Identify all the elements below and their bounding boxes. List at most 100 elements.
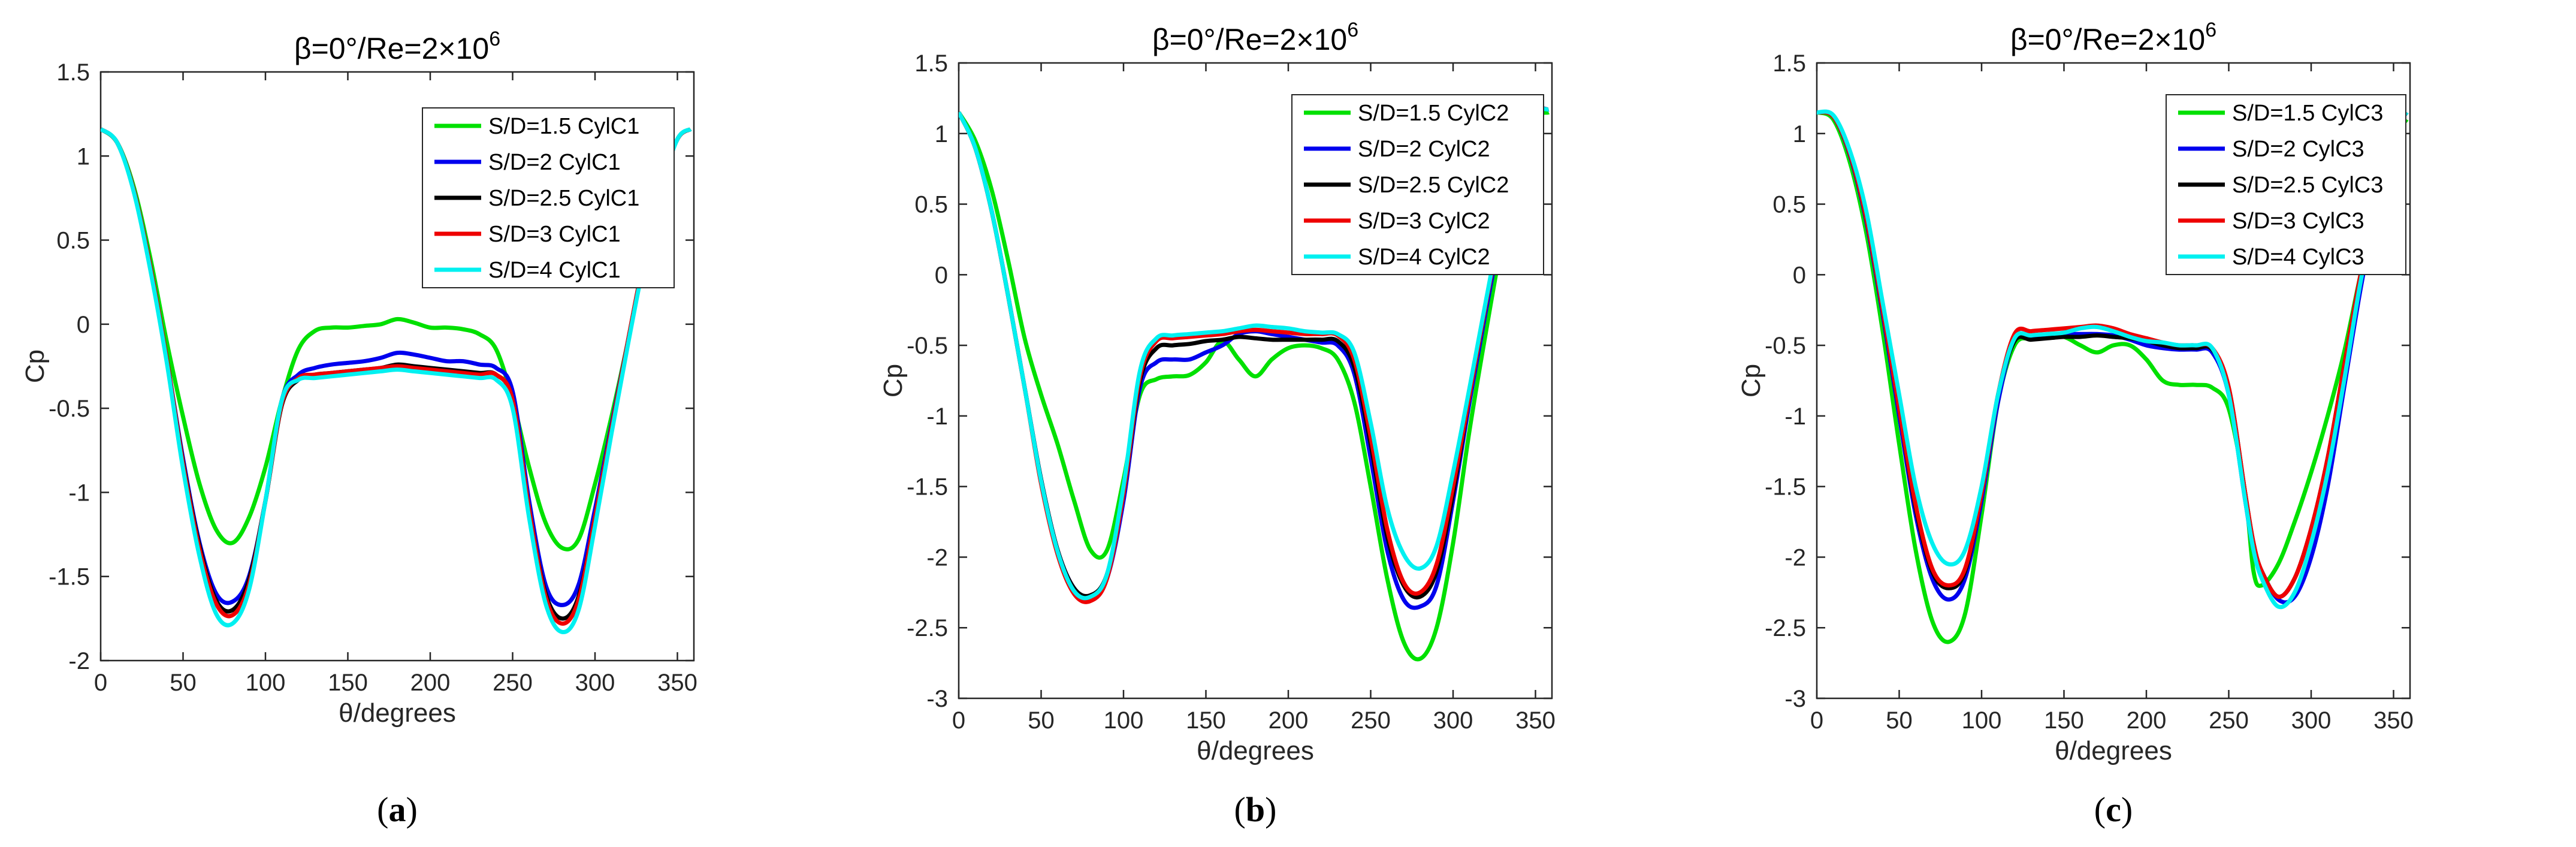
x-tick-label: 50 bbox=[1028, 707, 1055, 734]
panel-label-open-paren: ( bbox=[377, 790, 388, 829]
chart-title-superscript: 6 bbox=[489, 28, 500, 50]
y-tick-label: -1.5 bbox=[1765, 474, 1806, 501]
chart-title-main: β=0°/Re=2×10 bbox=[1152, 23, 1347, 56]
y-tick-label: -1 bbox=[926, 403, 948, 430]
chart-title: β=0°/Re=2×106 bbox=[294, 28, 500, 65]
y-tick-label: -3 bbox=[1784, 686, 1806, 712]
y-tick-label: -2.5 bbox=[907, 615, 948, 641]
legend-entry: S/D=2.5 CylC3 bbox=[2232, 173, 2383, 198]
legend-entry: S/D=2.5 CylC2 bbox=[1358, 173, 1509, 198]
y-tick-label: 1.5 bbox=[1772, 50, 1806, 77]
x-tick-label: 350 bbox=[1515, 707, 1556, 734]
legend-entry: S/D=1.5 CylC2 bbox=[1358, 101, 1509, 126]
y-tick-label: -1 bbox=[68, 480, 90, 506]
x-tick-label: 0 bbox=[94, 670, 107, 696]
x-tick-label: 0 bbox=[952, 707, 965, 734]
legend-entry: S/D=1.5 CylC1 bbox=[488, 114, 639, 139]
series-line-s-d-3-cylc3 bbox=[1817, 110, 2409, 599]
legend: S/D=1.5 CylC3 S/D=2 CylC3 S/D=2.5 CylC3 S/D… bbox=[2166, 94, 2406, 275]
x-tick-label: 300 bbox=[2291, 707, 2332, 734]
x-tick-label: 150 bbox=[2044, 707, 2084, 734]
legend-entry: S/D=2.5 CylC1 bbox=[488, 186, 639, 211]
panel-label-letter: c bbox=[2106, 790, 2121, 829]
panel-label: (c) bbox=[2094, 790, 2133, 829]
x-tick-label: 200 bbox=[410, 670, 451, 696]
y-tick-label: -1.5 bbox=[907, 474, 948, 501]
chart-title-main: β=0°/Re=2×10 bbox=[294, 32, 489, 65]
chart-panel-b: β=0°/Re=2×106 0 50 100 150 200 250 300 350 -3 -2.5… bbox=[878, 19, 1556, 829]
series-line-s-d-4-cylc2 bbox=[959, 106, 1550, 601]
x-tick-label: 300 bbox=[575, 670, 615, 696]
chart-title: β=0°/Re=2×106 bbox=[1152, 19, 1358, 56]
panel-label-close-paren: ) bbox=[1265, 790, 1276, 829]
plot-area-frame bbox=[99, 71, 695, 662]
x-tick-label: 0 bbox=[1810, 707, 1823, 734]
panel-label-letter: b bbox=[1246, 790, 1265, 829]
y-tick-label: 0 bbox=[77, 312, 90, 338]
y-tick-label: -0.5 bbox=[1765, 333, 1806, 359]
y-tick-label: 0 bbox=[935, 262, 948, 288]
legend-entry: S/D=4 CylC3 bbox=[2232, 245, 2364, 270]
panel-label-open-paren: ( bbox=[1234, 790, 1246, 829]
chart-title: β=0°/Re=2×106 bbox=[2010, 19, 2216, 56]
y-tick-label: -2 bbox=[926, 544, 948, 571]
legend-entry: S/D=3 CylC3 bbox=[2232, 209, 2364, 234]
chart-title-main: β=0°/Re=2×10 bbox=[2010, 23, 2205, 56]
x-tick-label: 100 bbox=[1962, 707, 2002, 734]
panel-label: (b) bbox=[1234, 790, 1277, 829]
y-axis-label: Cp bbox=[1737, 364, 1766, 397]
panel-label: (a) bbox=[377, 790, 418, 829]
legend-entry: S/D=4 CylC1 bbox=[488, 258, 621, 283]
panel-label-close-paren: ) bbox=[406, 790, 418, 829]
x-tick-label: 250 bbox=[493, 670, 533, 696]
y-tick-label: 0 bbox=[1793, 262, 1806, 288]
y-axis-label: Cp bbox=[20, 349, 50, 383]
legend: S/D=1.5 CylC2 S/D=2 CylC2 S/D=2.5 CylC2 S/D… bbox=[1291, 94, 1544, 275]
series-group bbox=[101, 127, 692, 634]
x-axis-label: θ/degrees bbox=[339, 698, 456, 728]
series-line-s-d-1-5-cylc1 bbox=[101, 127, 692, 551]
x-tick-label: 350 bbox=[657, 670, 697, 696]
y-tick-label: 1 bbox=[935, 121, 948, 147]
y-tick-label: 1 bbox=[1793, 121, 1806, 147]
x-tick-label: 250 bbox=[2209, 707, 2249, 734]
legend-entry: S/D=2 CylC3 bbox=[2232, 137, 2364, 162]
x-tick-label: 200 bbox=[2127, 707, 2167, 734]
y-tick-label: 0.5 bbox=[56, 228, 90, 254]
legend-entry: S/D=2 CylC1 bbox=[488, 150, 621, 175]
x-tick-label: 150 bbox=[1186, 707, 1226, 734]
x-tick-label: 100 bbox=[246, 670, 286, 696]
series-line-s-d-1-5-cylc2 bbox=[959, 110, 1550, 662]
x-tick-label: 350 bbox=[2373, 707, 2414, 734]
y-tick-label: 1.5 bbox=[56, 59, 90, 86]
chart-panel-c: β=0°/Re=2×106 0 50 100 150 200 250 300 350 -3 -2.5… bbox=[1737, 19, 2414, 829]
panel-label-letter: a bbox=[389, 790, 406, 829]
x-axis-label: θ/degrees bbox=[1197, 736, 1314, 765]
legend-entry: S/D=1.5 CylC3 bbox=[2232, 101, 2383, 126]
x-axis-label: θ/degrees bbox=[2055, 736, 2172, 765]
y-tick-label: 1 bbox=[77, 143, 90, 170]
legend: S/D=1.5 CylC1 S/D=2 CylC1 S/D=2.5 CylC1 S/D… bbox=[422, 107, 675, 288]
x-tick-label: 50 bbox=[1886, 707, 1913, 734]
series-line-s-d-4-cylc1 bbox=[101, 127, 692, 634]
y-tick-label: -3 bbox=[926, 686, 948, 712]
x-tick-label: 100 bbox=[1104, 707, 1144, 734]
x-tick-label: 50 bbox=[170, 670, 197, 696]
chart-panel-a: β=0°/Re=2×106 0 50 100 150 200 250 300 350 -2 -1.5… bbox=[20, 28, 697, 829]
y-tick-label: -2 bbox=[1784, 544, 1806, 571]
y-tick-label: 0.5 bbox=[914, 192, 948, 218]
legend-entry: S/D=4 CylC2 bbox=[1358, 245, 1490, 270]
plot-area-frame bbox=[1816, 62, 2411, 700]
y-tick-label: 0.5 bbox=[1772, 192, 1806, 218]
legend-entry: S/D=2 CylC2 bbox=[1358, 137, 1490, 162]
x-tick-label: 250 bbox=[1351, 707, 1391, 734]
chart-title-superscript: 6 bbox=[1347, 19, 1358, 41]
series-group bbox=[959, 106, 1550, 662]
panel-label-close-paren: ) bbox=[2121, 790, 2133, 829]
y-tick-label: -1.5 bbox=[49, 564, 90, 590]
x-tick-label: 300 bbox=[1433, 707, 1473, 734]
y-tick-label: -1 bbox=[1784, 403, 1806, 430]
y-tick-label: -0.5 bbox=[49, 396, 90, 422]
